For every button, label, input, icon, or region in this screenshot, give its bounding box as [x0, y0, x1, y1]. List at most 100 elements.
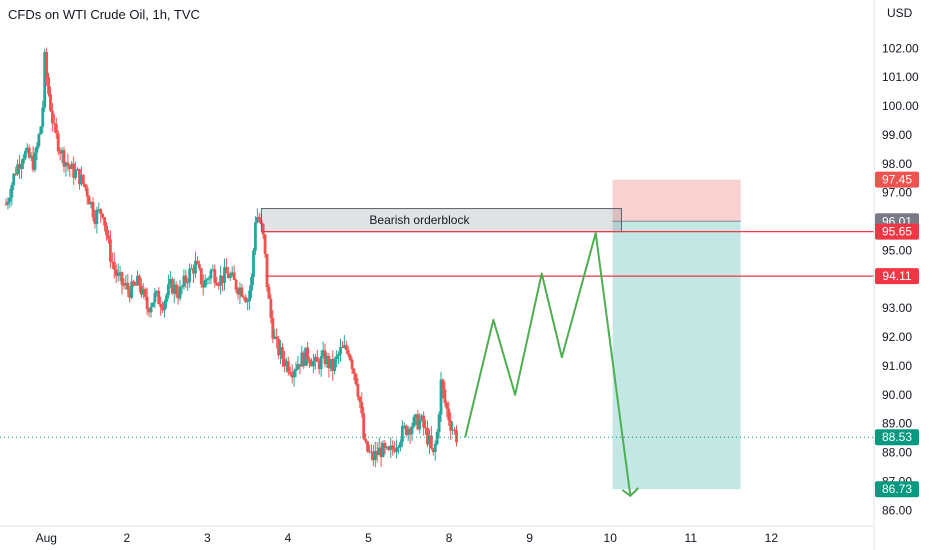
candle-body — [223, 267, 226, 283]
candle-body — [22, 158, 25, 164]
price-badge: 86.73 — [875, 481, 919, 498]
short-position-tool[interactable] — [612, 179, 741, 490]
candle-body — [300, 352, 304, 367]
candle-body — [267, 287, 271, 299]
candle — [172, 278, 176, 304]
candle — [370, 444, 373, 461]
time-axis[interactable]: Aug 2 3 4 5 8 9 10 11 12 — [0, 525, 874, 545]
candle — [238, 282, 242, 305]
candle — [118, 265, 122, 282]
candle-body — [346, 349, 350, 355]
candle — [449, 412, 453, 440]
candle — [105, 221, 108, 241]
candle — [331, 350, 335, 381]
candle — [192, 264, 195, 283]
candle-body — [188, 268, 192, 283]
candle — [416, 410, 420, 431]
candle — [377, 437, 381, 456]
candle-body — [10, 184, 14, 198]
candle — [244, 294, 248, 304]
candle-body — [49, 93, 52, 111]
candle — [298, 364, 302, 375]
y-tick-label: 90.00 — [882, 388, 912, 402]
candle-body — [254, 222, 257, 251]
candle — [182, 269, 186, 290]
candle-body — [352, 368, 356, 374]
candle-body — [292, 370, 296, 378]
candle-body — [139, 285, 143, 295]
projection-path[interactable] — [464, 232, 632, 496]
candle-body — [35, 146, 39, 153]
candle-body — [33, 152, 37, 170]
candle — [292, 368, 296, 387]
candle — [122, 278, 126, 289]
currency-label[interactable]: USD — [887, 6, 913, 20]
candle — [418, 413, 422, 434]
candle — [385, 445, 389, 450]
candle — [447, 401, 451, 426]
candle — [451, 421, 455, 435]
candle — [110, 252, 114, 269]
candle-body — [428, 435, 431, 445]
candle-body — [248, 290, 252, 302]
candle — [52, 113, 56, 133]
candle-body — [433, 444, 437, 453]
candle — [176, 285, 180, 305]
candle — [12, 173, 16, 191]
candle-body — [201, 284, 205, 288]
candle — [360, 392, 364, 418]
candle — [263, 233, 267, 258]
candle — [337, 351, 340, 365]
candle — [76, 167, 79, 171]
candle-body — [126, 282, 130, 290]
candle — [56, 130, 60, 155]
candle — [296, 355, 300, 370]
candle — [261, 222, 265, 240]
candle-body — [76, 168, 79, 171]
candle — [300, 345, 304, 367]
candle — [4, 198, 8, 206]
candle — [281, 343, 284, 368]
candle-body — [91, 202, 95, 218]
candle — [323, 343, 327, 368]
candle-body — [310, 363, 313, 367]
x-tick-label: 8 — [446, 531, 453, 545]
candle-body — [279, 347, 282, 356]
candle — [165, 292, 168, 309]
candle — [97, 202, 101, 213]
candle-body — [118, 272, 122, 274]
candle — [348, 353, 352, 362]
candle-body — [209, 270, 213, 279]
candle — [383, 440, 387, 455]
candle — [157, 287, 161, 305]
stop-loss-zone[interactable] — [612, 179, 741, 222]
candle-body — [213, 269, 217, 283]
candle — [87, 194, 91, 205]
candle — [325, 352, 329, 368]
take-profit-zone[interactable] — [612, 221, 741, 490]
candle-body — [420, 415, 424, 420]
candle-body — [190, 268, 194, 270]
candle-body — [64, 162, 68, 167]
price-badge-label: 86.73 — [882, 482, 912, 496]
candle-body — [422, 415, 426, 428]
candle — [422, 411, 426, 436]
candle — [356, 378, 360, 401]
candle-body — [23, 151, 27, 159]
candle — [62, 146, 66, 173]
candle-body — [447, 408, 451, 421]
candle-body — [143, 289, 147, 297]
chart-title: CFDs on WTI Crude Oil, 1h, TVC — [8, 7, 200, 22]
candle — [93, 209, 97, 229]
candle — [221, 275, 224, 292]
candle-body — [373, 451, 377, 460]
candle — [358, 395, 362, 409]
candle-body — [176, 294, 180, 299]
candle — [255, 208, 259, 224]
candle-body — [225, 267, 228, 274]
drawing-overlays[interactable]: Bearish orderblock — [0, 208, 874, 498]
candle — [155, 289, 159, 297]
candle — [145, 287, 149, 316]
